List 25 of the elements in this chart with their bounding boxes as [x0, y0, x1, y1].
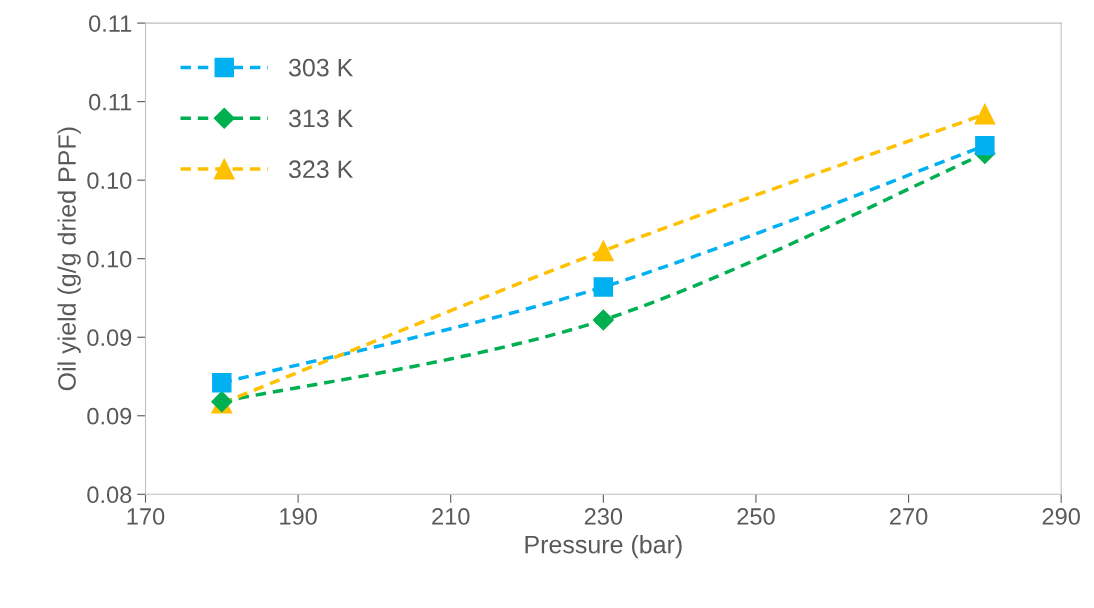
x-tick-label: 290 — [1042, 508, 1080, 525]
legend-label: 323 K — [288, 160, 354, 179]
x-tick-label: 230 — [584, 508, 623, 525]
y-tick-label: 0.09 — [87, 407, 132, 425]
y-tick-label: 0.10 — [87, 172, 132, 189]
x-tick-label: 250 — [737, 508, 775, 525]
point — [592, 240, 614, 262]
legend-label: 313 K — [288, 109, 354, 128]
y-tick-label: 0.08 — [87, 486, 132, 504]
point — [592, 309, 614, 331]
x-axis-title: Pressure (bar) — [525, 535, 682, 559]
x-tick-label: 210 — [432, 508, 470, 525]
x-tick-label: 270 — [890, 508, 928, 525]
point — [593, 277, 614, 297]
y-tick-label: 0.09 — [87, 329, 132, 347]
point — [974, 103, 996, 125]
y-axis-title: Oil yield (g/g dried PPF) — [57, 127, 81, 391]
x-tick-label: 190 — [280, 508, 317, 525]
legend-label: 303 K — [288, 58, 354, 77]
y-tick-label: 0.11 — [89, 15, 132, 32]
y-tick-label: 0.10 — [87, 250, 132, 268]
point — [212, 373, 232, 393]
x-tick-label: 170 — [127, 508, 165, 525]
y-tick-label: 0.11 — [89, 93, 132, 111]
point — [975, 135, 995, 156]
